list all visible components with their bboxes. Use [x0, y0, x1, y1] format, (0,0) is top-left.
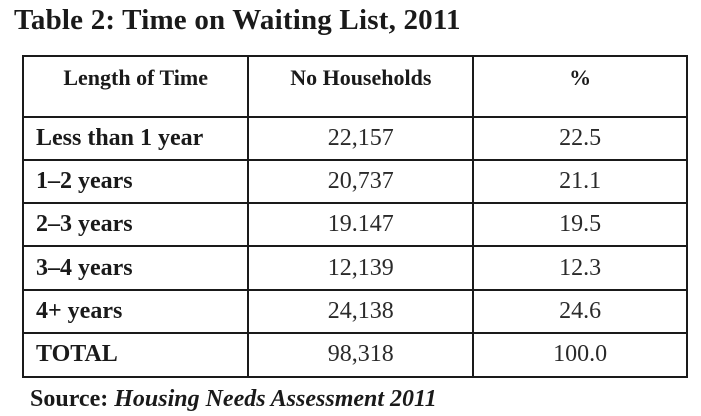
table-row: 1–2 years 20,737 21.1 [24, 159, 686, 205]
row-label: 3–4 years [24, 245, 250, 291]
households-cell: 20,737 [247, 159, 475, 205]
waiting-list-table: Length of Time No Households % Less than… [22, 55, 688, 378]
source-title: Housing Needs Assessment 2011 [114, 386, 437, 412]
percent-cell: 24.6 [472, 288, 686, 334]
column-header-length-of-time: Length of Time [24, 57, 250, 118]
total-households-cell: 98,318 [247, 331, 475, 376]
table-row: 2–3 years 19.147 19.5 [24, 202, 686, 248]
percent-cell: 22.5 [472, 115, 686, 162]
source-note: Source: Housing Needs Assessment 2011 [30, 386, 437, 413]
percent-cell: 19.5 [472, 202, 686, 248]
table-row: 3–4 years 12,139 12.3 [24, 245, 686, 291]
column-header-households: No Households [247, 57, 475, 118]
households-cell: 12,139 [247, 245, 475, 291]
table-row: 4+ years 24,138 24.6 [24, 288, 686, 334]
households-cell: 19.147 [247, 202, 475, 248]
source-prefix: Source: [30, 386, 115, 412]
table-total-row: TOTAL 98,318 100.0 [24, 331, 686, 376]
households-cell: 22,157 [247, 115, 475, 162]
percent-cell: 21.1 [472, 159, 686, 205]
total-label: TOTAL [24, 331, 250, 376]
row-label: 2–3 years [24, 202, 250, 248]
row-label: 4+ years [24, 288, 250, 334]
table-row: Less than 1 year 22,157 22.5 [24, 115, 686, 162]
row-label: 1–2 years [24, 159, 250, 205]
row-label: Less than 1 year [24, 115, 250, 162]
table-title: Table 2: Time on Waiting List, 2011 [14, 4, 461, 36]
table-header-row: Length of Time No Households % [24, 57, 686, 118]
households-cell: 24,138 [247, 288, 475, 334]
percent-cell: 12.3 [472, 245, 686, 291]
column-header-percent: % [472, 57, 686, 118]
total-percent-cell: 100.0 [472, 331, 686, 376]
